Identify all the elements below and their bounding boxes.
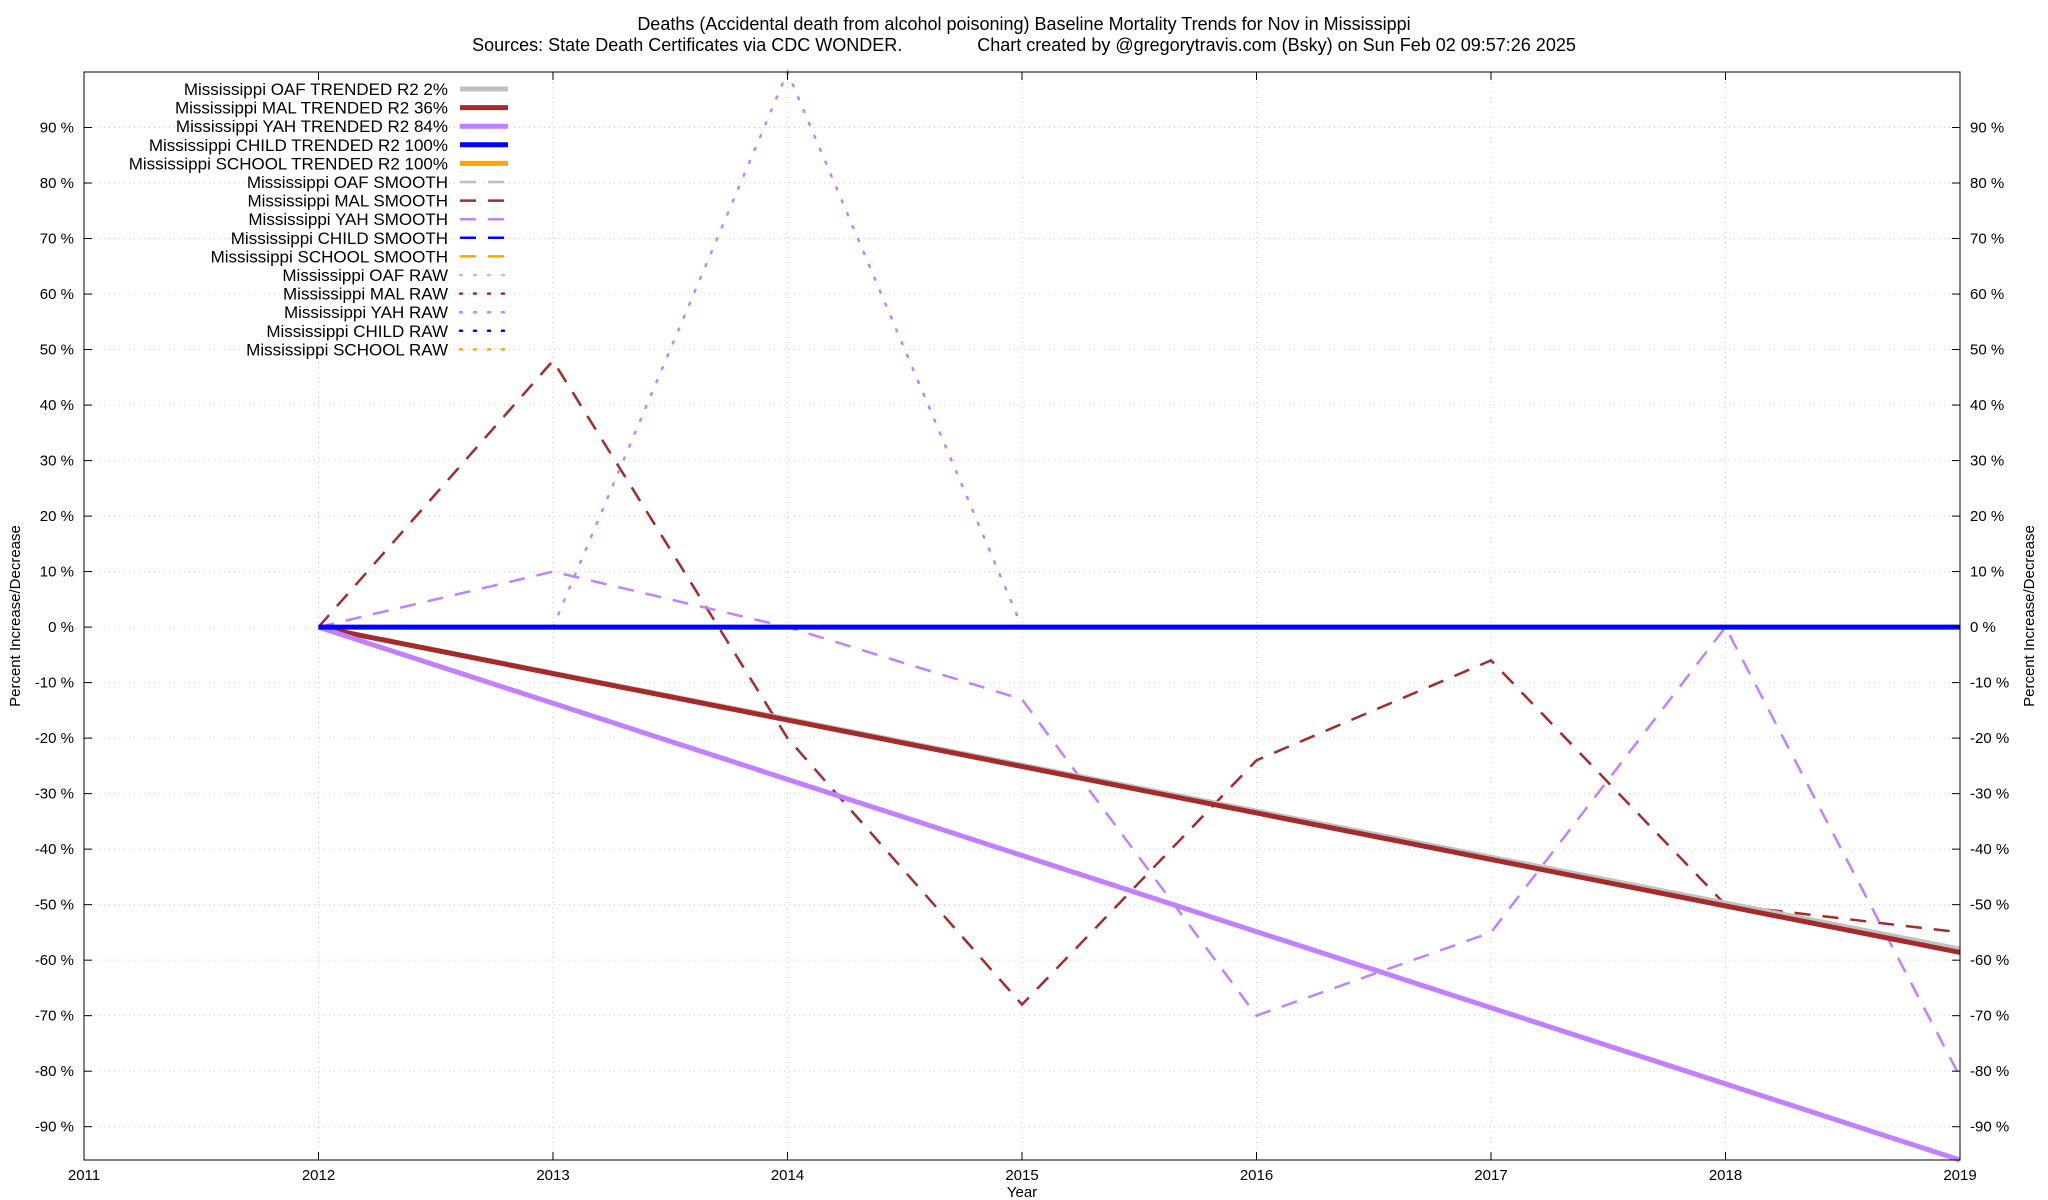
mississippi-mal-smooth-line: [317, 358, 1961, 1007]
legend-label: Mississippi SCHOOL TRENDED R2 100%: [129, 154, 448, 173]
legend-label: Mississippi MAL RAW: [283, 285, 448, 304]
y2-tick-label: -40 %: [1970, 841, 2009, 858]
y2-tick-label: -90 %: [1970, 1119, 2009, 1136]
legend-label: Mississippi OAF SMOOTH: [247, 173, 448, 192]
mississippi-mal-trended-r2-36-line: [318, 624, 1961, 955]
y-tick-label: 90 %: [40, 120, 74, 137]
legend-label: Mississippi YAH TRENDED R2 84%: [176, 117, 448, 136]
y-tick-label: 40 %: [40, 397, 74, 414]
x-tick-label: 2014: [771, 1167, 804, 1184]
mississippi-yah-trended-r2-84-line: [317, 624, 1961, 1163]
y-tick-label: -50 %: [35, 897, 74, 914]
y2-tick-label: -20 %: [1970, 730, 2009, 747]
legend-label: Mississippi MAL SMOOTH: [247, 192, 448, 211]
legend-label: Mississippi YAH RAW: [284, 303, 448, 322]
y-tick-label: -20 %: [35, 730, 74, 747]
legend-label: Mississippi CHILD RAW: [266, 322, 448, 341]
x-tick-label: 2013: [536, 1167, 569, 1184]
y-tick-label: -70 %: [35, 1008, 74, 1025]
series-layer: [317, 68, 1962, 1163]
legend-label: Mississippi CHILD TRENDED R2 100%: [149, 136, 448, 155]
x-tick-label: 2016: [1240, 1167, 1273, 1184]
chart-subtitle: Sources: State Death Certificates via CD…: [472, 35, 1576, 55]
y2-tick-label: 30 %: [1970, 453, 2004, 470]
chart-title: Deaths (Accidental death from alcohol po…: [637, 14, 1410, 34]
y-tick-label: 10 %: [40, 564, 74, 581]
legend-label: Mississippi SCHOOL RAW: [246, 340, 448, 359]
y2-tick-label: 60 %: [1970, 286, 2004, 303]
y2-tick-label: 40 %: [1970, 397, 2004, 414]
legend-label: Mississippi OAF TRENDED R2 2%: [184, 80, 448, 99]
y2-tick-label: -10 %: [1970, 675, 2009, 692]
y2-tick-label: 0 %: [1970, 619, 1996, 636]
y-tick-label: 30 %: [40, 453, 74, 470]
mississippi-yah-smooth-line: [318, 570, 1962, 1078]
y2-tick-label: -80 %: [1970, 1063, 2009, 1080]
y2-tick-label: -30 %: [1970, 786, 2009, 803]
y2-tick-label: 50 %: [1970, 342, 2004, 359]
y-tick-label: 0 %: [48, 619, 74, 636]
legend-label: Mississippi OAF RAW: [282, 266, 448, 285]
x-tick-label: 2015: [1005, 1167, 1038, 1184]
y-tick-label: 70 %: [40, 231, 74, 248]
legend-label: Mississippi YAH SMOOTH: [248, 210, 448, 229]
y-tick-label: -60 %: [35, 952, 74, 969]
y-tick-label: -80 %: [35, 1063, 74, 1080]
y2-tick-label: -70 %: [1970, 1008, 2009, 1025]
axis-ticks: 2011 2012 2013 2014 2015 2016 2017 2018 2019 90 %…: [35, 72, 2009, 1184]
x-axis-label: Year: [1007, 1184, 1037, 1200]
y2-tick-label: 90 %: [1970, 120, 2004, 137]
y-tick-label: -90 %: [35, 1119, 74, 1136]
y-tick-label: -30 %: [35, 786, 74, 803]
x-tick-label: 2017: [1474, 1167, 1507, 1184]
y-tick-label: 50 %: [40, 342, 74, 359]
y2-tick-label: 10 %: [1970, 564, 2004, 581]
mississippi-yah-raw-line: [551, 68, 1024, 629]
legend-label: Mississippi CHILD SMOOTH: [231, 229, 448, 248]
y-tick-label: 60 %: [40, 286, 74, 303]
y-tick-label: 80 %: [40, 175, 74, 192]
x-tick-label: 2019: [1943, 1167, 1976, 1184]
legend-label: Mississippi SCHOOL SMOOTH: [211, 247, 448, 266]
x-tick-label: 2018: [1709, 1167, 1742, 1184]
y-tick-label: 20 %: [40, 508, 74, 525]
y-axis-label: Percent Increase/Decrease: [7, 525, 24, 707]
x-tick-label: 2011: [68, 1167, 100, 1184]
y-tick-label: -10 %: [35, 675, 74, 692]
x-tick-label: 2012: [302, 1167, 335, 1184]
y2-tick-label: 70 %: [1970, 231, 2004, 248]
y2-tick-label: -50 %: [1970, 897, 2009, 914]
y2-tick-label: 80 %: [1970, 175, 2004, 192]
legend-label: Mississippi MAL TRENDED R2 36%: [175, 99, 448, 118]
y-tick-label: -40 %: [35, 841, 74, 858]
y2-tick-label: -60 %: [1970, 952, 2009, 969]
legend: Mississippi OAF TRENDED R2 2%Mississippi…: [129, 80, 510, 359]
y2-tick-label: 20 %: [1970, 508, 2004, 525]
y2-axis-label: Percent Increase/Decrease: [2021, 525, 2038, 707]
